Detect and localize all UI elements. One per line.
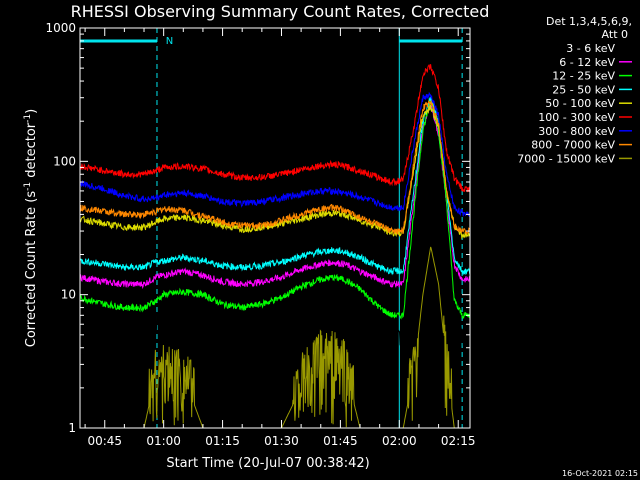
y-tick-label-0: 1 (68, 421, 76, 435)
plot-frame (79, 27, 471, 429)
x-tick-label-3: 01:30 (264, 434, 299, 448)
legend-label-3: 25 - 50 keV (552, 83, 615, 96)
series-line-0 (79, 128, 471, 356)
saa-marker-label: N (166, 36, 173, 47)
legend-label-2: 12 - 25 keV (552, 70, 615, 83)
legend-label-8: 7000 - 15000 keV (517, 152, 615, 165)
legend-label-4: 50 - 100 keV (545, 97, 615, 110)
legend-header-line1: Det 1,3,4,5,6,9, (546, 15, 632, 28)
legend-label-0: 3 - 6 keV (566, 42, 615, 55)
x-tick-label-1: 01:00 (146, 434, 181, 448)
legend-header-line2: Att 0 (602, 28, 628, 41)
x-tick-label-4: 01:45 (323, 434, 358, 448)
series-line-3 (79, 96, 471, 276)
x-axis-label: Start Time (20-Jul-07 00:38:42) (166, 456, 369, 471)
timestamp: 16-Oct-2021 02:15 (562, 469, 638, 478)
series-line-7 (79, 100, 471, 235)
y-tick-label-1: 10 (61, 288, 76, 302)
x-tick-label-0: 00:45 (87, 434, 122, 448)
legend-label-5: 100 - 300 keV (538, 111, 615, 124)
series-line-4 (79, 102, 471, 240)
series-line-6 (79, 91, 471, 217)
y-tick-label-2: 100 (53, 154, 76, 168)
legend-label-6: 300 - 800 keV (538, 125, 615, 138)
y-axis-label-end: ) (24, 109, 39, 114)
x-tick-label-2: 01:15 (205, 434, 240, 448)
y-axis-label-exp2: -1 (23, 114, 33, 123)
legend-label-1: 6 - 12 keV (559, 56, 615, 69)
legend-label-7: 800 - 7000 keV (531, 139, 615, 152)
y-axis-label: Corrected Count Rate (s-1 detector-1) (23, 109, 39, 347)
chart-title: RHESSI Observing Summary Count Rates, Co… (71, 2, 490, 21)
y-axis-label-exp1: -1 (23, 182, 33, 191)
y-axis-label-mid: detector (24, 122, 39, 182)
y-tick-label-3: 1000 (45, 21, 76, 35)
series-line-2 (79, 100, 471, 320)
x-tick-label-5: 02:00 (382, 434, 417, 448)
series-line-1 (79, 104, 471, 290)
series-line-5 (79, 64, 471, 193)
y-axis-label-main: Corrected Count Rate (s (24, 191, 39, 348)
plot-area: N 1 10 100 1000 00:45 01:00 01:15 01:30 01:45 02:0… (45, 21, 475, 448)
x-tick-label-6: 02:15 (441, 434, 476, 448)
